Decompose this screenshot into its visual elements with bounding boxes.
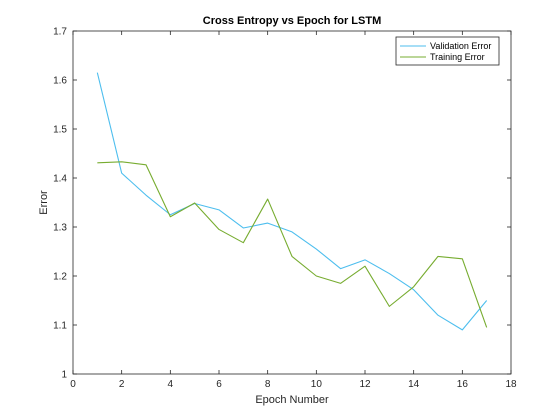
ticks-layer: 0 2 4 6 8 10 12 14 16 18 1 1.1 1.2 1.3 1.4 1.5 1.6 1.7 — [53, 27, 517, 391]
x-tick-label: 0 — [70, 379, 76, 390]
legend-label: Validation Error — [430, 41, 491, 51]
chart-title: Cross Entropy vs Epoch for LSTM — [203, 15, 381, 27]
y-axis-label: Error — [38, 190, 50, 215]
x-tick-label: 16 — [457, 379, 469, 390]
y-tick-label: 1.4 — [53, 174, 67, 185]
x-tick-label: 4 — [168, 379, 174, 390]
y-tick-label: 1.1 — [53, 321, 67, 332]
series-layer — [96, 72, 488, 331]
x-tick-label: 18 — [505, 379, 517, 390]
x-tick-label: 12 — [359, 379, 371, 390]
y-tick-label: 1.7 — [53, 27, 67, 38]
series-line-2 — [97, 161, 488, 328]
x-tick-label: 2 — [119, 379, 125, 390]
x-tick-label: 10 — [311, 379, 323, 390]
legend-label: Training Error — [430, 52, 485, 62]
legend-box — [395, 36, 500, 66]
x-tick-label: 14 — [408, 379, 420, 390]
plot-area — [73, 31, 511, 374]
y-tick-label: 1.6 — [53, 76, 67, 87]
y-tick-label: 1.2 — [53, 272, 67, 283]
axes-layer — [72, 30, 512, 375]
x-axis-label: Epoch Number — [255, 394, 329, 406]
axes-box — [72, 30, 512, 375]
x-tick-label: 8 — [265, 379, 271, 390]
y-tick-label: 1.5 — [53, 125, 67, 136]
series-line-1 — [96, 72, 488, 331]
y-tick-label: 1 — [61, 370, 67, 381]
x-tick-label: 6 — [216, 379, 222, 390]
y-tick-label: 1.3 — [53, 223, 67, 234]
